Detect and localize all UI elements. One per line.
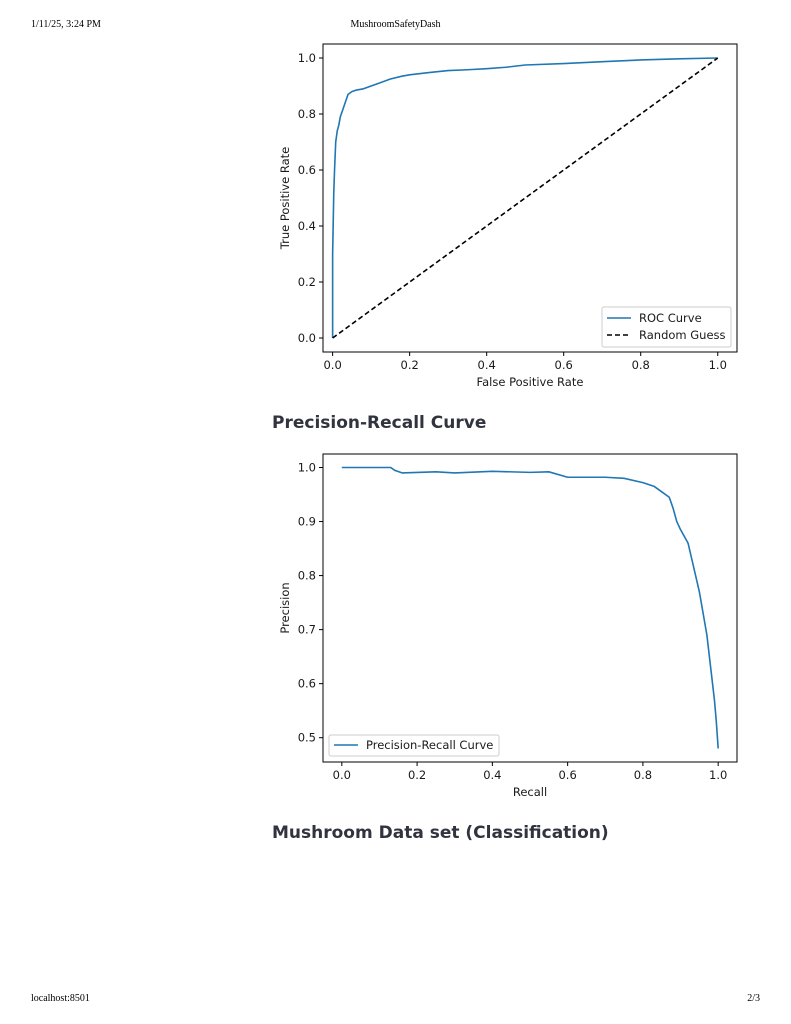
roc-xtick-label: 0.2: [401, 358, 419, 372]
dataset-heading: Mushroom Data set (Classification): [272, 823, 609, 843]
roc-ytick-label: 0.4: [298, 219, 316, 233]
pr-plot-frame: [322, 453, 738, 763]
pr-ytick-label: 0.6: [298, 677, 316, 691]
pr-xtick-label: 0.2: [408, 768, 426, 782]
roc-legend-label-roc: ROC Curve: [639, 311, 702, 325]
roc-series-1-line: [332, 57, 719, 339]
pr-y-axis-label: Precision: [278, 582, 292, 633]
roc-xtick-label: 0.8: [632, 358, 650, 372]
roc-chart: 0.0 0.2 0.4 0.6 0.8 1.0 0.0 0.2 0.4 0.6 0.8 1.0 Fals…: [278, 43, 738, 389]
roc-y-axis-label: True Positive Rate: [278, 147, 292, 250]
pr-xtick-label: 0.0: [333, 768, 351, 782]
roc-series-0-line: [331, 57, 718, 338]
roc-legend-label-random: Random Guess: [639, 328, 726, 342]
print-header-date: 1/11/25, 3:24 PM: [31, 19, 101, 30]
print-header-title: MushroomSafetyDash: [350, 19, 441, 30]
roc-xtick-label: 0.0: [323, 358, 341, 372]
pr-xtick-label: 0.6: [558, 768, 576, 782]
pr-curve-heading: Precision-Recall Curve: [272, 413, 487, 433]
roc-ytick-label: 0.6: [298, 163, 316, 177]
pr-xtick-label: 0.4: [483, 768, 501, 782]
pr-series-0-line: [341, 466, 719, 749]
pr-ytick-label: 0.7: [298, 623, 316, 637]
pr-xtick-label: 1.0: [709, 768, 727, 782]
pr-legend-box: [328, 734, 500, 757]
roc-ytick-label: 0.2: [298, 275, 316, 289]
roc-plot-frame: [322, 43, 738, 353]
roc-xtick-label: 0.6: [555, 358, 573, 372]
pr-ytick-label: 0.5: [298, 731, 316, 745]
pr-chart: 0.0 0.2 0.4 0.6 0.8 1.0 0.5 0.6 0.7 0.8 0.9 1.0 Reca…: [278, 453, 738, 799]
pr-legend: Precision-Recall Curve: [328, 734, 500, 757]
pr-ytick-label: 0.9: [298, 515, 316, 529]
print-footer-url: localhost:8501: [31, 993, 90, 1004]
pr-ytick-label: 0.8: [298, 569, 316, 583]
print-footer-page: 2/3: [747, 993, 760, 1004]
roc-ytick-label: 0.0: [298, 331, 316, 345]
pr-ytick-label: 1.0: [298, 461, 316, 475]
roc-legend-box: [601, 306, 732, 348]
pr-x-axis-label: Recall: [513, 785, 547, 799]
roc-xtick-label: 1.0: [709, 358, 727, 372]
roc-ytick-label: 1.0: [298, 51, 316, 65]
roc-ytick-label: 0.8: [298, 107, 316, 121]
roc-legend: ROC Curve Random Guess: [601, 306, 732, 348]
roc-xtick-label: 0.4: [478, 358, 496, 372]
pr-xtick-label: 0.8: [634, 768, 652, 782]
roc-x-axis-label: False Positive Rate: [477, 375, 584, 389]
pr-legend-label: Precision-Recall Curve: [366, 738, 493, 752]
